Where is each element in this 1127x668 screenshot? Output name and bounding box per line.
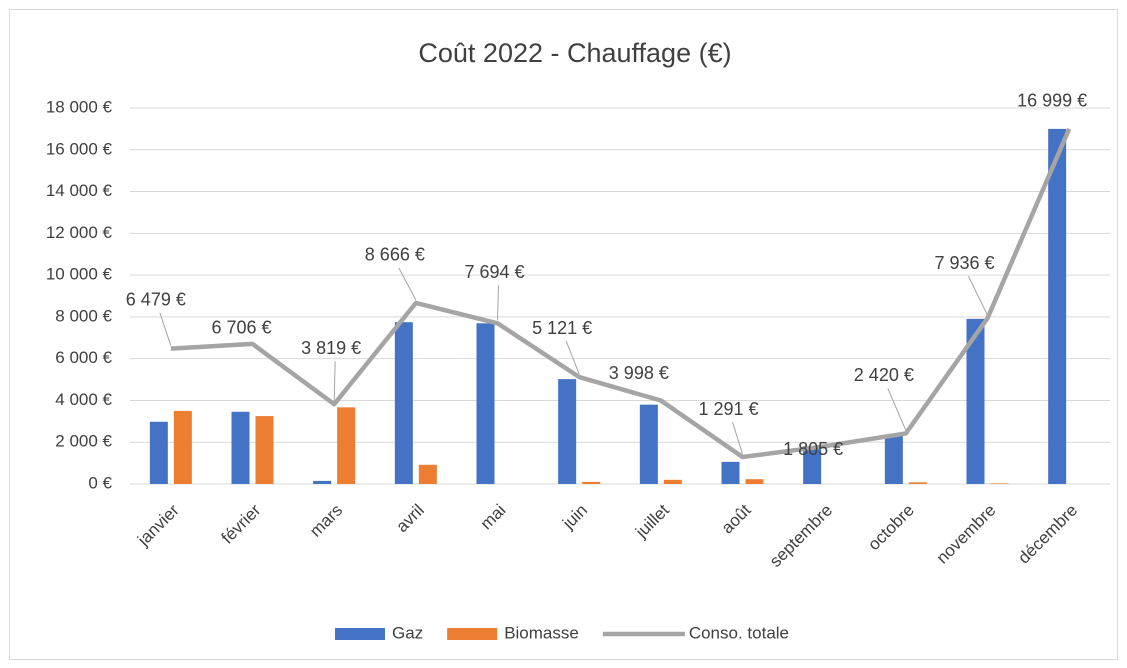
leader-line bbox=[887, 388, 907, 431]
leader-line bbox=[398, 267, 417, 301]
bar bbox=[990, 483, 1009, 484]
chart-title: Coût 2022 - Chauffage (€) bbox=[418, 38, 731, 68]
data-label: 8 666 € bbox=[365, 245, 425, 265]
y-tick-label: 18 000 € bbox=[46, 97, 113, 116]
data-label: 3 819 € bbox=[301, 338, 361, 358]
y-tick-label: 12 000 € bbox=[46, 223, 113, 242]
y-tick-label: 14 000 € bbox=[46, 181, 113, 200]
data-label: 6 706 € bbox=[211, 318, 271, 338]
bar bbox=[476, 323, 495, 484]
bar bbox=[663, 479, 682, 484]
y-tick-label: 8 000 € bbox=[55, 306, 112, 325]
bar bbox=[418, 464, 437, 484]
bar bbox=[884, 435, 903, 484]
bar bbox=[173, 410, 192, 484]
bar bbox=[558, 379, 577, 484]
data-label: 16 999 € bbox=[1017, 91, 1087, 111]
line-series bbox=[170, 128, 1072, 460]
bar bbox=[908, 482, 927, 484]
bar bbox=[394, 322, 413, 484]
bar bbox=[803, 446, 822, 484]
chart-border bbox=[9, 9, 1118, 660]
bar bbox=[745, 479, 764, 484]
data-label: 6 479 € bbox=[126, 289, 186, 309]
data-label: 2 420 € bbox=[854, 365, 914, 385]
y-tick-label: 0 € bbox=[88, 473, 112, 492]
bar bbox=[721, 461, 740, 484]
bar bbox=[966, 318, 985, 484]
leader-line bbox=[333, 361, 336, 402]
bar bbox=[149, 421, 168, 484]
legend-label: Biomasse bbox=[504, 623, 579, 642]
bar bbox=[337, 407, 356, 484]
data-label: 3 998 € bbox=[609, 363, 669, 383]
bar bbox=[1048, 128, 1067, 484]
data-label: 5 121 € bbox=[532, 318, 592, 338]
legend-swatch bbox=[447, 628, 498, 640]
data-label: 1 805 € bbox=[783, 439, 843, 459]
y-tick-label: 16 000 € bbox=[46, 139, 113, 158]
data-label: 7 936 € bbox=[934, 253, 994, 273]
y-tick-label: 6 000 € bbox=[55, 348, 112, 367]
y-tick-label: 10 000 € bbox=[46, 265, 113, 284]
bar bbox=[255, 416, 274, 484]
legend-swatch bbox=[335, 628, 385, 640]
leader-line bbox=[497, 285, 499, 321]
bar bbox=[313, 480, 332, 484]
leader-line bbox=[732, 421, 743, 455]
legend-label: Conso. totale bbox=[689, 623, 789, 642]
leader-line bbox=[159, 312, 172, 346]
leader-line bbox=[565, 340, 580, 375]
bar bbox=[582, 481, 601, 484]
leader-line bbox=[968, 276, 988, 316]
legend-label: Gaz bbox=[392, 623, 423, 642]
bar bbox=[231, 411, 250, 484]
y-tick-label: 2 000 € bbox=[55, 432, 112, 451]
bar bbox=[639, 404, 658, 484]
y-tick-label: 4 000 € bbox=[55, 390, 112, 409]
data-label: 7 694 € bbox=[464, 262, 524, 282]
data-label: 1 291 € bbox=[698, 399, 758, 419]
